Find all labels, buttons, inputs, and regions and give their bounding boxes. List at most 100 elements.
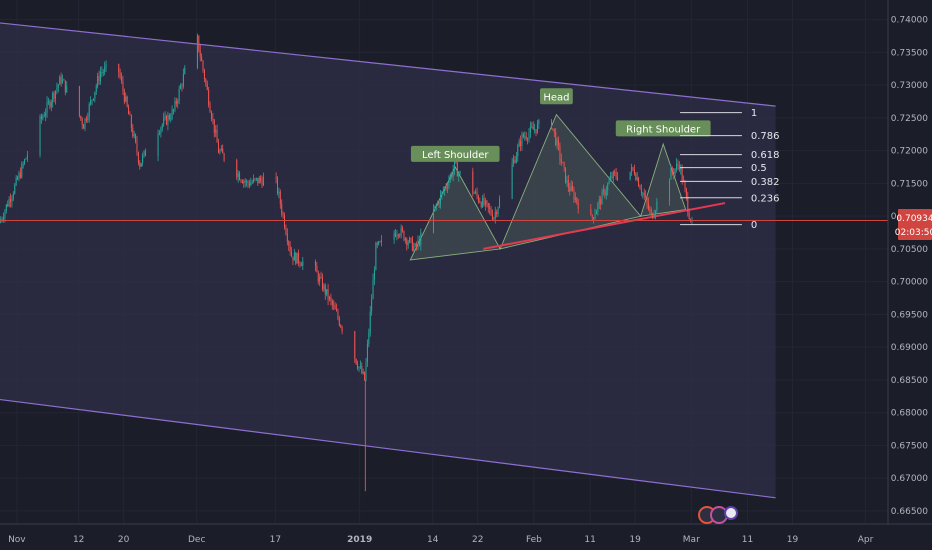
candle-body: [15, 177, 17, 185]
candle-body: [532, 127, 534, 130]
candle-body: [690, 219, 692, 221]
event-icons[interactable]: [698, 506, 738, 524]
candle-body: [678, 165, 680, 170]
candle-body: [476, 191, 478, 196]
candle-body: [163, 118, 165, 125]
candle-body: [202, 60, 204, 71]
candle-body: [88, 104, 90, 118]
candle-body: [338, 318, 340, 326]
candle-body: [3, 217, 5, 220]
candle-body: [198, 35, 200, 51]
candle-body: [53, 92, 55, 99]
candle-body: [633, 169, 635, 175]
candle-body: [142, 155, 144, 164]
candle-body: [653, 214, 655, 218]
candle-body: [320, 276, 322, 278]
candle-body: [247, 181, 249, 184]
candle-body: [413, 246, 415, 251]
candle-body: [10, 199, 12, 202]
candle-body: [255, 178, 257, 179]
candle-body: [17, 177, 19, 180]
time-tick-label: 20: [118, 535, 130, 545]
candle-body: [175, 100, 177, 104]
time-axis[interactable]: Nov 12 20 Dec 17 2019 14 22 Feb 11 19 Mar 11 19 Apr: [0, 523, 932, 550]
candle-body: [449, 174, 451, 181]
time-tick-label: 22: [472, 535, 483, 545]
candle-body: [123, 90, 125, 102]
candle-body: [364, 371, 366, 381]
candle-body: [362, 371, 364, 374]
descending-channel[interactable]: [0, 22, 776, 499]
candle-body: [399, 235, 401, 236]
candle-body: [595, 210, 597, 215]
candle-body: [25, 158, 27, 160]
candle-body: [593, 217, 595, 219]
candle-body: [119, 72, 121, 78]
candle-body: [248, 183, 250, 186]
pattern-label-box[interactable]: [615, 120, 711, 137]
head-and-shoulders-pattern[interactable]: Left Shoulder Head Right Shoulder: [409, 88, 726, 261]
candle-body: [477, 195, 479, 202]
candle-body: [691, 220, 693, 222]
candle-body: [371, 299, 373, 312]
price-tick-label: 0.70000: [891, 278, 928, 288]
candle-body: [670, 168, 672, 180]
candle-body: [617, 177, 619, 180]
candle-body: [217, 142, 219, 153]
candle-body: [330, 297, 332, 301]
time-tick-label: 19: [787, 535, 799, 545]
fib-level-label: 0.786: [751, 131, 780, 142]
price-tick-label: 0.69000: [891, 343, 928, 353]
candle-body: [406, 238, 408, 245]
candle-body: [418, 240, 420, 246]
candle-body: [1, 219, 3, 220]
candle-body: [677, 163, 679, 166]
candle-body: [680, 167, 682, 170]
candle-body: [50, 102, 52, 108]
candle-body: [562, 162, 564, 164]
right-shoulder-triangle[interactable]: [640, 142, 687, 217]
neckline[interactable]: [483, 202, 726, 250]
candle-body: [317, 272, 319, 282]
candle-body: [87, 117, 89, 121]
price-tick-label: 0.69500: [891, 310, 928, 320]
news-icon[interactable]: [724, 506, 738, 520]
candle-body: [298, 252, 300, 263]
candle-body: [472, 171, 474, 194]
last-price-badge: [898, 209, 932, 240]
candle-body: [458, 172, 460, 177]
pattern-label-box[interactable]: [540, 88, 573, 105]
channel-lower-line[interactable]: [0, 398, 776, 499]
candle-body: [203, 70, 205, 80]
channel-fill: [0, 22, 776, 498]
pattern-label-box[interactable]: [410, 145, 500, 162]
candle-body: [64, 80, 66, 93]
candle-body: [550, 120, 552, 129]
fibonacci-retracement[interactable]: 1 0.786 0.618 0.5 0.382 0.236 0: [680, 108, 780, 231]
candle-body: [640, 189, 642, 194]
left-shoulder-triangle[interactable]: [409, 166, 501, 261]
candle-body: [607, 183, 609, 192]
fib-level-label: 1: [751, 108, 757, 119]
candle-body: [455, 161, 457, 164]
candle-body: [517, 146, 519, 157]
candle-body: [499, 198, 500, 208]
price-tick-label: 0.72000: [891, 147, 928, 157]
candle-body: [491, 214, 493, 220]
candle-body: [24, 159, 26, 164]
candle-body: [334, 305, 336, 310]
candle-body: [434, 205, 436, 210]
candle-body: [409, 237, 411, 243]
candle-body: [181, 85, 183, 87]
channel-upper-line[interactable]: [0, 22, 776, 107]
candle-body: [130, 115, 132, 129]
price-axis[interactable]: 0.74000 0.73500 0.73000 0.72500 0.72000 0.715…: [887, 0, 932, 524]
candle-body: [572, 185, 574, 191]
candle-body: [167, 115, 169, 125]
candle-body: [411, 238, 413, 251]
candle-body: [216, 130, 218, 143]
candle-body: [459, 171, 461, 173]
candle-body: [157, 133, 159, 157]
candle-body: [341, 327, 343, 332]
